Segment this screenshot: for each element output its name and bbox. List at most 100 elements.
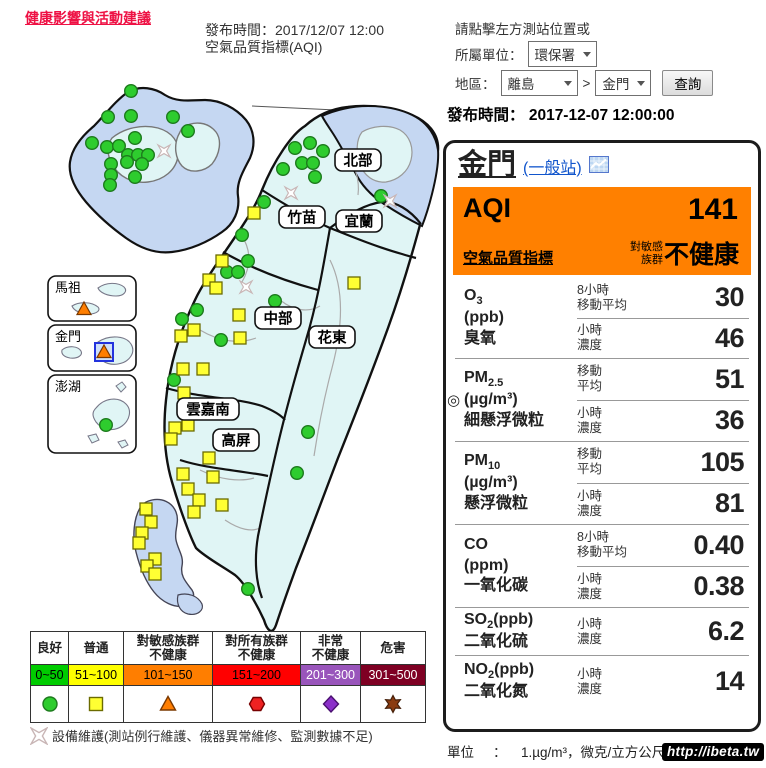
station-marker-good[interactable] — [230, 265, 245, 280]
station-marker-moderate[interactable] — [176, 467, 190, 481]
station-marker-good[interactable] — [240, 582, 255, 597]
station-marker-good[interactable] — [308, 169, 323, 184]
station-marker-moderate[interactable] — [132, 536, 146, 550]
station-marker-good[interactable] — [240, 253, 255, 268]
station-name-link[interactable]: 金門 — [458, 149, 517, 181]
legend-header: 對所有族群 不健康 — [213, 632, 301, 665]
pollutant-metric: 8小時 移動平均 30 — [577, 278, 749, 318]
station-marker-moderate[interactable] — [164, 432, 178, 446]
station-marker-good[interactable] — [189, 303, 204, 318]
station-marker-moderate[interactable] — [206, 470, 220, 484]
station-marker-good[interactable] — [276, 161, 291, 176]
station-marker-good[interactable] — [257, 194, 272, 209]
inset-penghu: 澎湖 — [47, 374, 137, 454]
station-marker-moderate[interactable] — [202, 451, 216, 465]
pollutant-row: SO2(ppb) 二氧化硫 小時 濃度 6.2 — [455, 607, 749, 655]
station-marker-good[interactable] — [268, 294, 283, 309]
maintenance-note-text: 設備維護(測站例行維護、儀器異常維修、監測數據不足) — [52, 729, 373, 744]
station-marker-good[interactable] — [99, 139, 114, 154]
station-marker-moderate[interactable] — [215, 498, 229, 512]
station-marker-maintenance[interactable] — [283, 185, 299, 201]
legend-range: 301~500 — [361, 665, 426, 686]
station-marker-good[interactable] — [119, 154, 134, 169]
station-marker-maintenance[interactable] — [238, 279, 254, 295]
maintenance-note: 設備維護(測站例行維護、儀器異常維修、監測數據不足) — [30, 726, 373, 745]
station-marker-moderate[interactable] — [247, 206, 261, 220]
publish-time-line: 發布時間：2017/12/07 12:00 — [205, 22, 384, 38]
station-marker-good[interactable] — [301, 425, 316, 440]
aqi-status: 對敏感 族群 不健康 — [630, 241, 739, 268]
metric-value: 46 — [714, 322, 745, 353]
station-markers-layer — [75, 83, 398, 597]
station-marker-good[interactable] — [127, 169, 142, 184]
station-marker-good[interactable] — [127, 130, 142, 145]
station-marker-good[interactable] — [111, 138, 126, 153]
station-marker-moderate[interactable] — [233, 331, 247, 345]
health-advice-link[interactable]: 健康影響與活動建議 — [25, 10, 151, 26]
station-marker-good[interactable] — [174, 312, 189, 327]
pollutant-name: SO2(ppb) 二氧化硫 — [464, 610, 534, 651]
station-marker-good[interactable] — [166, 373, 181, 388]
station-marker-moderate[interactable] — [176, 362, 190, 376]
station-marker-good[interactable] — [123, 108, 138, 123]
station-marker-moderate[interactable] — [148, 567, 162, 581]
station-marker-good[interactable] — [234, 227, 249, 242]
station-marker-moderate[interactable] — [196, 362, 210, 376]
metric-value: 0.40 — [693, 529, 744, 560]
station-marker-moderate[interactable] — [192, 493, 206, 507]
station-marker-good[interactable] — [123, 83, 138, 98]
station-marker-good[interactable] — [316, 143, 331, 158]
inset-matsu-label: 馬祖 — [55, 280, 81, 295]
station-type-link[interactable]: (一般站) — [523, 160, 582, 177]
station-marker-maintenance[interactable] — [156, 143, 172, 159]
station-marker-moderate[interactable] — [215, 254, 229, 268]
pollutant-name: CO (ppm) 一氧化碳 — [464, 535, 529, 595]
metric-value: 81 — [714, 488, 745, 519]
metric-value: 105 — [700, 446, 744, 477]
station-marker-moderate[interactable] — [139, 502, 153, 516]
aqi-index-line: 空氣品質指標(AQI) — [205, 39, 323, 55]
site-select[interactable]: 金門 — [595, 70, 652, 96]
station-marker-good[interactable] — [303, 135, 318, 150]
station-marker-good[interactable] — [374, 188, 389, 203]
agency-select[interactable]: 環保署 — [527, 41, 597, 67]
station-marker-good[interactable] — [306, 155, 321, 170]
station-marker-good[interactable] — [134, 156, 149, 171]
aqi-label: AQI — [463, 193, 512, 223]
station-marker-moderate[interactable] — [181, 482, 195, 496]
station-marker-moderate[interactable] — [168, 421, 182, 435]
aqi-caption-link[interactable]: 空氣品質指標 — [463, 250, 554, 267]
pollutant-row: PM10 (µg/m³) 懸浮微粒 移動 平均 105 小時 濃度 81 — [455, 441, 749, 524]
station-marker-maintenance[interactable] — [382, 193, 398, 209]
station-marker-good[interactable] — [213, 333, 228, 348]
legend-range: 0~50 — [31, 665, 69, 686]
trend-chart-icon[interactable] — [588, 156, 609, 180]
station-marker-sensitive[interactable] — [75, 300, 93, 316]
station-marker-moderate[interactable] — [347, 276, 361, 290]
station-marker-selected[interactable] — [94, 342, 114, 362]
pollutant-row: ◎ PM2.5 (µg/m³) 細懸浮微粒 移動 平均 51 小時 濃度 36 — [447, 358, 749, 441]
station-marker-moderate[interactable] — [174, 329, 188, 343]
station-marker-moderate[interactable] — [209, 281, 223, 295]
publish-time-bold: 發布時間： 2017-12-07 12:00:00 — [447, 103, 674, 125]
station-marker-moderate[interactable] — [187, 323, 201, 337]
station-marker-moderate[interactable] — [187, 505, 201, 519]
station-marker-good[interactable] — [102, 177, 117, 192]
legend-header: 普通 — [69, 632, 124, 665]
station-marker-good[interactable] — [290, 466, 305, 481]
chevron-down-icon — [637, 80, 646, 86]
station-marker-good[interactable] — [98, 418, 113, 433]
metric-label: 小時 濃度 — [577, 405, 603, 435]
region-label: 宜蘭 — [335, 209, 383, 233]
unit-footnote-colon: ： — [493, 745, 507, 760]
query-button[interactable]: 查詢 — [662, 70, 714, 96]
station-marker-good[interactable] — [165, 109, 180, 124]
area-select[interactable]: 離島 — [500, 70, 578, 96]
station-marker-good[interactable] — [288, 140, 303, 155]
station-marker-moderate[interactable] — [144, 515, 158, 529]
station-marker-moderate[interactable] — [232, 308, 246, 322]
station-marker-good[interactable] — [100, 109, 115, 124]
station-marker-good[interactable] — [180, 123, 195, 138]
area-row: 地區： 離島 > 金門 查詢 — [455, 70, 714, 96]
station-marker-good[interactable] — [84, 135, 99, 150]
